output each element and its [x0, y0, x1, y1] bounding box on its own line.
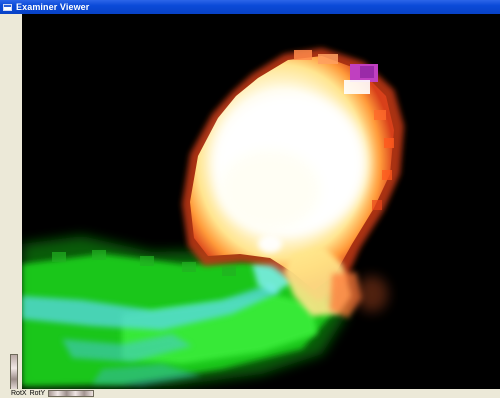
3d-viewport[interactable]: [22, 14, 500, 389]
window-app-icon[interactable]: [3, 3, 12, 11]
status-bar: RotX RotY: [0, 389, 500, 398]
cyan-stream: [22, 259, 292, 386]
left-decoration-panel: [0, 14, 22, 398]
horizontal-thumbwheel[interactable]: [48, 390, 95, 397]
roty-label: RotY: [29, 390, 46, 397]
vertical-thumbwheel[interactable]: [10, 354, 18, 398]
window-title: Examiner Viewer: [16, 2, 90, 12]
magenta-spot: [344, 64, 378, 94]
fireball: [182, 48, 404, 318]
rotx-label: RotX: [11, 390, 27, 397]
volume-render: [22, 48, 404, 389]
title-bar[interactable]: Examiner Viewer: [0, 0, 500, 14]
smoke-puff: [356, 276, 388, 312]
